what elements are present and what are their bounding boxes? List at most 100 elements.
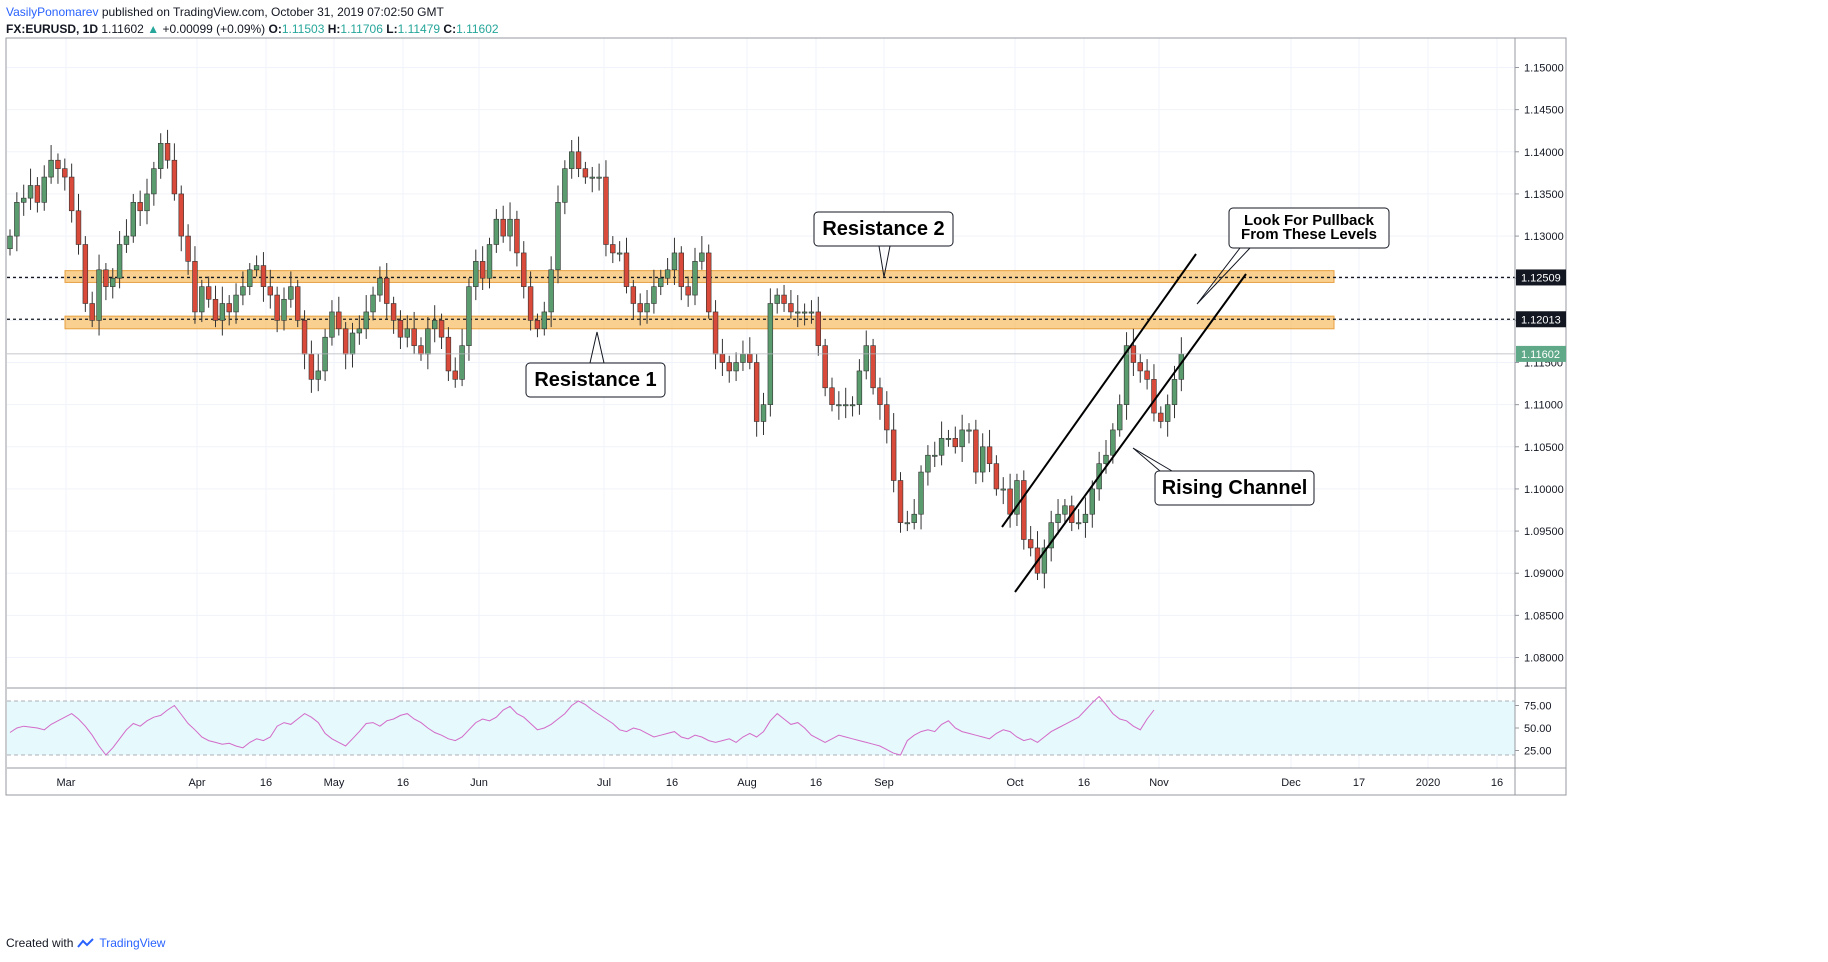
symbol-label: FX:EURUSD, 1D xyxy=(6,22,99,36)
rising-channel-callout: Rising Channel xyxy=(1132,447,1315,506)
candle-body xyxy=(863,345,869,372)
candle-body xyxy=(404,328,410,338)
candle xyxy=(103,263,109,301)
candle xyxy=(678,246,685,301)
candle-body xyxy=(1082,513,1089,523)
candle-body xyxy=(1048,522,1054,549)
candle-body xyxy=(96,269,102,321)
candle xyxy=(575,136,582,178)
candle xyxy=(130,193,136,243)
candle xyxy=(541,301,548,336)
candle-body xyxy=(829,387,835,405)
candle xyxy=(486,237,493,289)
candle-body xyxy=(644,303,650,313)
candle-body xyxy=(952,438,959,448)
candle xyxy=(308,340,315,393)
candle xyxy=(178,185,184,252)
candle xyxy=(603,160,609,257)
candle-body xyxy=(568,151,575,169)
tradingview-link[interactable]: TradingView xyxy=(99,936,166,950)
candle xyxy=(404,315,410,348)
y-tick-label: 1.08000 xyxy=(1524,653,1564,665)
created-with-text: Created with xyxy=(6,936,74,950)
candle xyxy=(89,291,95,328)
candle xyxy=(1021,470,1027,550)
candle-body xyxy=(205,286,212,300)
candle xyxy=(212,285,219,328)
candle-body xyxy=(555,202,561,271)
candle-body xyxy=(62,168,68,178)
candle xyxy=(692,247,698,306)
candle-body xyxy=(582,168,589,178)
candle xyxy=(96,254,102,336)
y-tick-label: 1.15000 xyxy=(1524,63,1564,75)
candle-body xyxy=(288,286,294,300)
candle-body xyxy=(151,168,157,195)
candle-body xyxy=(20,197,27,203)
candle xyxy=(1117,394,1123,437)
low-label: L: xyxy=(386,22,398,36)
candle xyxy=(199,279,205,323)
candle-body xyxy=(219,303,226,321)
candle xyxy=(877,377,883,420)
x-tick-label: Jun xyxy=(470,777,488,789)
candle-body xyxy=(856,370,863,405)
candle-body xyxy=(562,168,568,203)
candle xyxy=(459,328,465,387)
close-label: C: xyxy=(443,22,457,36)
candle-body xyxy=(7,235,13,250)
candle xyxy=(14,192,20,252)
candle-body xyxy=(1103,454,1109,464)
candle-body xyxy=(171,159,178,195)
candle xyxy=(1000,477,1006,505)
callout-text: From These Levels xyxy=(1241,226,1377,243)
candle-body xyxy=(795,311,801,314)
candle xyxy=(349,322,356,368)
footer: Created with TradingView xyxy=(6,936,165,950)
candle xyxy=(1082,497,1089,538)
candle xyxy=(377,266,383,302)
candle xyxy=(329,300,335,346)
candle xyxy=(62,158,68,191)
candle-body xyxy=(521,252,527,287)
candle xyxy=(815,296,822,356)
candle-body xyxy=(938,438,945,456)
candle-body xyxy=(959,429,965,448)
price-label: 1.12509 xyxy=(1521,272,1561,284)
y-tick-label: 1.08500 xyxy=(1524,610,1564,622)
candle xyxy=(747,337,753,370)
y-tick-label: 1.09500 xyxy=(1524,526,1564,538)
candle-body xyxy=(897,480,904,523)
y-tick-label: 1.10000 xyxy=(1524,484,1564,496)
candle xyxy=(849,396,856,417)
candle xyxy=(658,269,664,296)
candle-body xyxy=(925,454,931,473)
candle-body xyxy=(623,252,630,287)
candle-body xyxy=(678,252,685,287)
y-tick-label: 1.10500 xyxy=(1524,442,1564,454)
candle xyxy=(390,296,397,334)
candle-body xyxy=(185,235,191,262)
resistance-zone xyxy=(64,270,1335,283)
candle-body xyxy=(705,252,712,313)
candle-body xyxy=(308,353,315,380)
candle-body xyxy=(425,328,431,355)
author-link[interactable]: VasilyPonomarev xyxy=(6,5,99,19)
x-tick-label: 16 xyxy=(1491,777,1503,789)
candle xyxy=(500,205,506,243)
candle-body xyxy=(68,176,75,212)
candle xyxy=(185,224,191,275)
candle xyxy=(897,472,904,533)
candle-body xyxy=(514,218,520,254)
candle xyxy=(48,145,54,184)
candle-body xyxy=(363,311,369,330)
candle xyxy=(171,143,178,201)
candle xyxy=(685,276,691,307)
candle xyxy=(116,231,123,289)
candle xyxy=(637,293,643,326)
candle xyxy=(973,419,979,484)
candle-body xyxy=(911,513,917,523)
candle-body xyxy=(1027,539,1034,549)
candle xyxy=(233,283,239,324)
